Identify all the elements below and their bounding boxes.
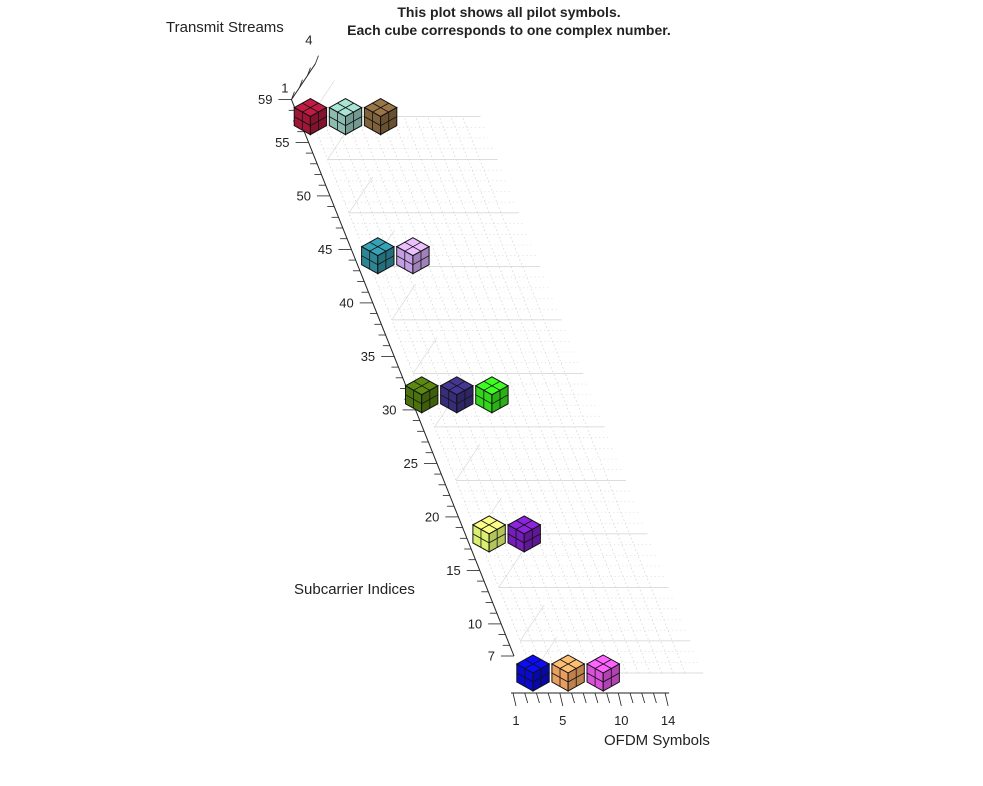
y-tick-label: 35 (361, 349, 375, 364)
pilot-cube (293, 98, 328, 136)
cube-edge (480, 520, 498, 530)
pilot-cube (474, 376, 510, 414)
x-axis-major-tick (512, 692, 517, 707)
x-tick-label: 10 (614, 713, 628, 728)
z-axis-tick (307, 67, 311, 76)
z-axis-tick (315, 55, 319, 64)
grid-line (455, 444, 481, 481)
x-axis-minor-tick (606, 692, 610, 704)
pilot-cube (515, 654, 551, 692)
x-axis-minor-tick (594, 692, 599, 704)
z-axis-tick (291, 91, 295, 100)
x-axis-major-tick (664, 692, 669, 707)
y-tick-label: 59 (258, 92, 272, 107)
y-tick-label: 25 (403, 456, 417, 471)
pilot-cube (506, 515, 542, 553)
y-tick-label: 45 (318, 242, 332, 257)
cube-edge (369, 241, 387, 252)
grid-line (412, 337, 438, 374)
pilot-cube (328, 98, 363, 136)
grid-line (391, 283, 417, 321)
cube-edge (559, 659, 577, 669)
x-axis-minor-tick (641, 692, 646, 704)
x-axis-minor-tick (536, 692, 540, 704)
y-tick-label: 30 (382, 402, 396, 417)
z-axis-line (291, 63, 316, 100)
z-axis-title: Transmit Streams (166, 19, 284, 36)
grid-line (498, 551, 524, 588)
cube-edge (372, 102, 389, 113)
x-axis-minor-tick (547, 692, 552, 704)
y-tick-label: 20 (425, 509, 439, 524)
pilot-cube (550, 654, 586, 692)
chart-title-line-1: This plot shows all pilot symbols. (397, 4, 620, 20)
x-axis-major-tick (559, 692, 564, 707)
cube-edge (594, 659, 612, 669)
pilot-cube (471, 515, 507, 553)
grid-line (519, 604, 545, 642)
x-tick-label: 14 (661, 713, 675, 728)
cube-edge (337, 102, 354, 113)
pilot-cube (439, 376, 475, 414)
x-axis-minor-tick (524, 692, 529, 704)
y-axis-title: Subcarrier Indices (294, 581, 415, 598)
grid-line (348, 176, 374, 214)
y-tick-label: 15 (446, 563, 460, 578)
z-axis-tick (299, 79, 303, 88)
y-tick-label: 10 (468, 616, 482, 631)
y-tick-label: 40 (339, 295, 353, 310)
y-tick-label: 7 (488, 649, 495, 664)
pilot-cube (404, 376, 439, 414)
cube-edge (524, 659, 542, 669)
x-axis-title: OFDM Symbols (604, 732, 710, 749)
cube-edge (515, 520, 533, 530)
x-tick-label: 1 (512, 713, 519, 728)
cube-edge (483, 380, 501, 391)
x-axis-minor-tick (571, 692, 575, 704)
pilot-cube (360, 237, 396, 275)
x-axis-minor-tick (653, 692, 657, 704)
pilot-cube (363, 98, 398, 136)
chart-title-line-2: Each cube corresponds to one complex num… (347, 22, 671, 38)
x-axis-major-tick (617, 692, 622, 707)
z-tick-label: 4 (305, 33, 312, 48)
x-tick-label: 5 (559, 713, 566, 728)
pilot-cube (585, 654, 621, 692)
cube-edge (413, 380, 431, 391)
cube-edge (448, 380, 466, 391)
cube-edge (404, 241, 422, 252)
y-tick-label: 50 (296, 188, 310, 203)
pilot-cube (395, 237, 431, 275)
cube-edge (302, 102, 319, 113)
y-tick-label: 55 (275, 135, 289, 150)
x-axis-minor-tick (582, 692, 587, 704)
cube-markers (293, 98, 621, 692)
z-tick-label: 1 (281, 81, 288, 96)
x-axis-minor-tick (629, 692, 634, 704)
